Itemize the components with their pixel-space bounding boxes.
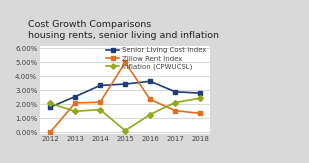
Inflation (CPWUCSL) xyxy=(48,102,52,104)
Inflation (CPWUCSL) xyxy=(173,102,177,104)
Zillow Rent Index xyxy=(123,61,127,63)
Inflation (CPWUCSL) xyxy=(148,114,152,116)
Inflation (CPWUCSL) xyxy=(73,110,77,112)
Line: Zillow Rent Index: Zillow Rent Index xyxy=(48,60,202,134)
Inflation (CPWUCSL) xyxy=(123,130,127,132)
Zillow Rent Index xyxy=(73,102,77,104)
Line: Senior Living Cost Index: Senior Living Cost Index xyxy=(48,79,202,109)
Inflation (CPWUCSL) xyxy=(98,109,102,111)
Inflation (CPWUCSL) xyxy=(198,97,202,99)
Text: Cost Growth Comparisons
housing rents, senior living and inflation: Cost Growth Comparisons housing rents, s… xyxy=(28,20,219,40)
Line: Inflation (CPWUCSL): Inflation (CPWUCSL) xyxy=(48,96,202,133)
Senior Living Cost Index xyxy=(173,91,177,93)
Senior Living Cost Index xyxy=(123,83,127,85)
Legend: Senior Living Cost Index, Zillow Rent Index, Inflation (CPWUCSL): Senior Living Cost Index, Zillow Rent In… xyxy=(106,47,207,70)
Senior Living Cost Index xyxy=(148,80,152,82)
Zillow Rent Index xyxy=(198,112,202,114)
Senior Living Cost Index xyxy=(73,96,77,98)
Zillow Rent Index xyxy=(98,101,102,103)
Senior Living Cost Index xyxy=(98,84,102,86)
Senior Living Cost Index xyxy=(48,106,52,108)
Zillow Rent Index xyxy=(148,98,152,100)
Zillow Rent Index xyxy=(173,110,177,112)
Zillow Rent Index xyxy=(48,131,52,133)
Senior Living Cost Index xyxy=(198,92,202,94)
